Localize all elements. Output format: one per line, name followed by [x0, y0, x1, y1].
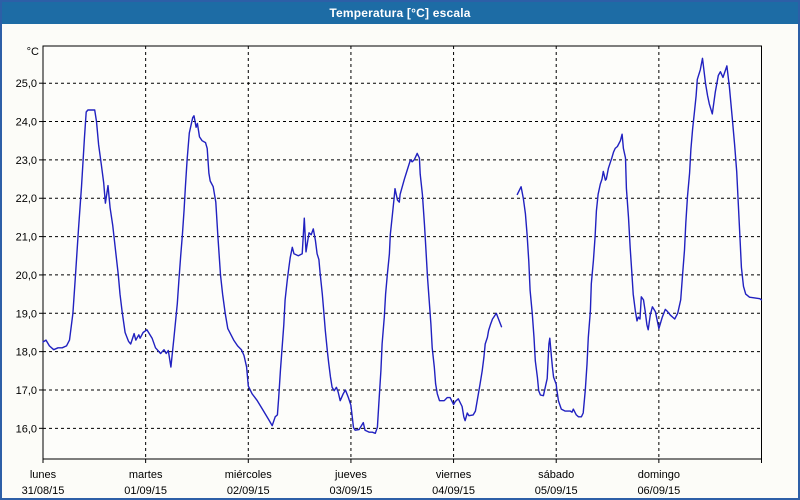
plot-border [42, 45, 762, 460]
window-title: Temperatura [°C] escala [329, 6, 471, 20]
day-date-label: 05/09/15 [535, 485, 578, 497]
y-axis-unit-label: °C [27, 46, 39, 58]
day-name-label: domingo [638, 469, 680, 481]
y-tick-label: 24,0 [16, 117, 37, 129]
y-tick-label: 19,0 [16, 308, 37, 320]
day-date-label: 03/09/15 [330, 485, 373, 497]
y-tick-label: 21,0 [16, 232, 37, 244]
y-tick-label: 17,0 [16, 385, 37, 397]
y-tick-label: 20,0 [16, 270, 37, 282]
x-axis-labels: lunes 31/08/15 martes 01/09/15 miércoles 02/0… [22, 469, 681, 497]
gridlines [43, 46, 762, 459]
day-date-label: 06/09/15 [637, 485, 680, 497]
day-date-label: 31/08/15 [22, 485, 65, 497]
y-axis-labels: 16,0 17,0 18,0 19,0 20,0 21,0 22,0 23,0 24,0 25,0… [16, 46, 39, 435]
day-date-label: 01/09/15 [124, 485, 167, 497]
day-date-label: 02/09/15 [227, 485, 270, 497]
day-date-label: 04/09/15 [432, 485, 475, 497]
axis-ticks [39, 82, 762, 463]
day-name-label: martes [129, 469, 163, 481]
day-name-label: lunes [30, 469, 57, 481]
y-tick-label: 25,0 [16, 78, 37, 90]
y-tick-label: 16,0 [16, 423, 37, 435]
temperature-line-segment [42, 109, 503, 434]
y-tick-label: 22,0 [16, 193, 37, 205]
temperature-line-segment [516, 57, 763, 418]
y-tick-label: 18,0 [16, 347, 37, 359]
day-name-label: miércoles [225, 469, 273, 481]
day-name-label: sábado [538, 469, 574, 481]
temperature-line [42, 57, 763, 434]
day-name-label: jueves [334, 469, 367, 481]
window-titlebar: Temperatura [°C] escala [2, 2, 798, 24]
y-tick-label: 23,0 [16, 155, 37, 167]
day-name-label: viernes [436, 469, 472, 481]
